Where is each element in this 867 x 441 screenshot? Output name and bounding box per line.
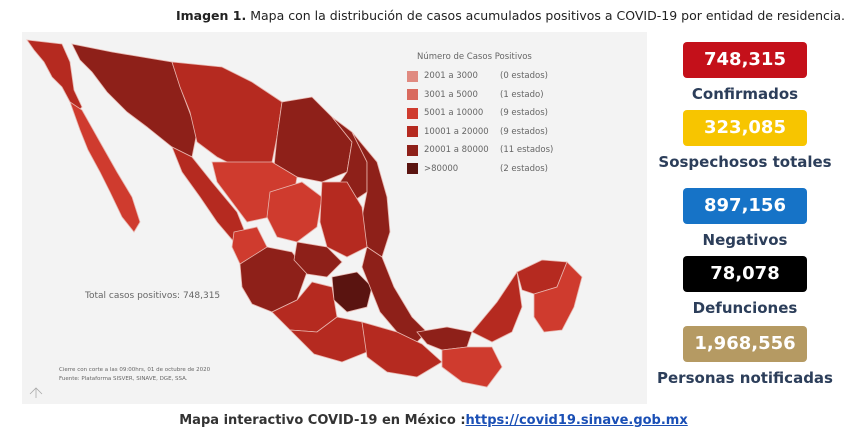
region-oaxaca: [361, 321, 443, 378]
caption-prefix: Imagen 1.: [175, 8, 247, 23]
legend-count: (11 estados): [500, 145, 554, 156]
stat-label: Negativos: [702, 231, 788, 249]
figure-caption: Imagen 1. Mapa con la distribución de ca…: [0, 8, 845, 23]
region-chiapas: [441, 346, 503, 388]
region-coahuila: [273, 96, 353, 183]
legend-range: 5001 a 10000: [424, 108, 484, 119]
footer: Mapa interactivo COVID-19 en México :htt…: [0, 413, 867, 428]
legend-item: >80000 (2 estados): [407, 160, 572, 179]
legend-item: 20001 a 80000 (11 estados): [407, 141, 572, 160]
legend-range: 20001 a 80000: [424, 145, 489, 156]
region-baja-california-sur: [69, 100, 141, 233]
stat-defunciones: 78,078 Defunciones: [683, 256, 807, 317]
stat-sospechosos: 323,085 Sospechosos totales: [658, 110, 832, 171]
region-mexico-city-area: [331, 271, 373, 313]
legend-swatch: [407, 163, 418, 175]
caption-text: Mapa con la distribución de casos acumul…: [250, 8, 845, 23]
legend-title: Número de Casos Positivos: [417, 52, 532, 62]
legend-range: >80000: [424, 163, 459, 174]
legend-swatch: [407, 126, 418, 138]
region-san-luis-potosi: [319, 181, 368, 258]
source-note-line: Fuente: Plataforma SISVER, SINAVE, DGE, …: [59, 375, 188, 382]
region-quintana-roo: [533, 261, 583, 333]
source-note: Cierre con corte a las 09:00hrs, 01 de o…: [59, 366, 210, 383]
legend-swatch: [407, 70, 418, 82]
legend-count: (9 estados): [500, 126, 548, 137]
legend-item: 5001 a 10000 (9 estados): [407, 104, 572, 123]
stat-label: Confirmados: [691, 85, 799, 103]
region-baja-california: [26, 39, 83, 113]
footer-text: Mapa interactivo COVID-19 en México :: [179, 413, 466, 428]
legend-count: (9 estados): [500, 108, 548, 119]
legend-item: 2001 a 3000 (0 estados): [407, 67, 572, 86]
stat-personas-notificadas: 1,968,556 Personas notificadas: [657, 326, 833, 387]
legend-item: 3001 a 5000 (1 estado): [407, 86, 572, 105]
legend-count: (0 estados): [500, 71, 548, 82]
legend-count: (1 estado): [500, 89, 544, 100]
map-legend: Número de Casos Positivos 2001 a 3000 (0…: [407, 52, 572, 178]
legend-range: 10001 a 20000: [424, 126, 489, 137]
stat-value-box: 1,968,556: [683, 326, 807, 362]
stat-value-box: 897,156: [683, 188, 807, 224]
legend-range: 2001 a 3000: [424, 71, 478, 82]
stat-value-box: 323,085: [683, 110, 807, 146]
region-zacatecas: [266, 181, 323, 243]
region-guanajuato: [293, 241, 343, 278]
stat-label: Personas notificadas: [657, 369, 833, 387]
stat-negativos: 897,156 Negativos: [683, 188, 807, 249]
stat-value-box: 748,315: [683, 42, 807, 78]
source-note-line: Cierre con corte a las 09:00hrs, 01 de o…: [59, 367, 211, 373]
legend-count: (2 estados): [500, 163, 548, 174]
total-cases-label: Total casos positivos: 748,315: [85, 291, 221, 301]
stat-label: Sospechosos totales: [658, 153, 832, 171]
covid-map-link[interactable]: https://covid19.sinave.gob.mx: [465, 413, 688, 428]
mexico-map: [26, 39, 583, 398]
stat-label: Defunciones: [692, 299, 798, 317]
stat-confirmados: 748,315 Confirmados: [683, 42, 807, 103]
compass-icon: [29, 387, 43, 398]
legend-item: 10001 a 20000 (9 estados): [407, 123, 572, 142]
legend-swatch: [407, 144, 418, 156]
legend-swatch: [407, 107, 418, 119]
legend-range: 3001 a 5000: [424, 89, 478, 100]
stat-value-box: 78,078: [683, 256, 807, 292]
map-panel: Número de Casos Positivos 2001 a 3000 (0…: [22, 32, 647, 404]
region-campeche: [471, 270, 523, 343]
legend-swatch: [407, 89, 418, 101]
